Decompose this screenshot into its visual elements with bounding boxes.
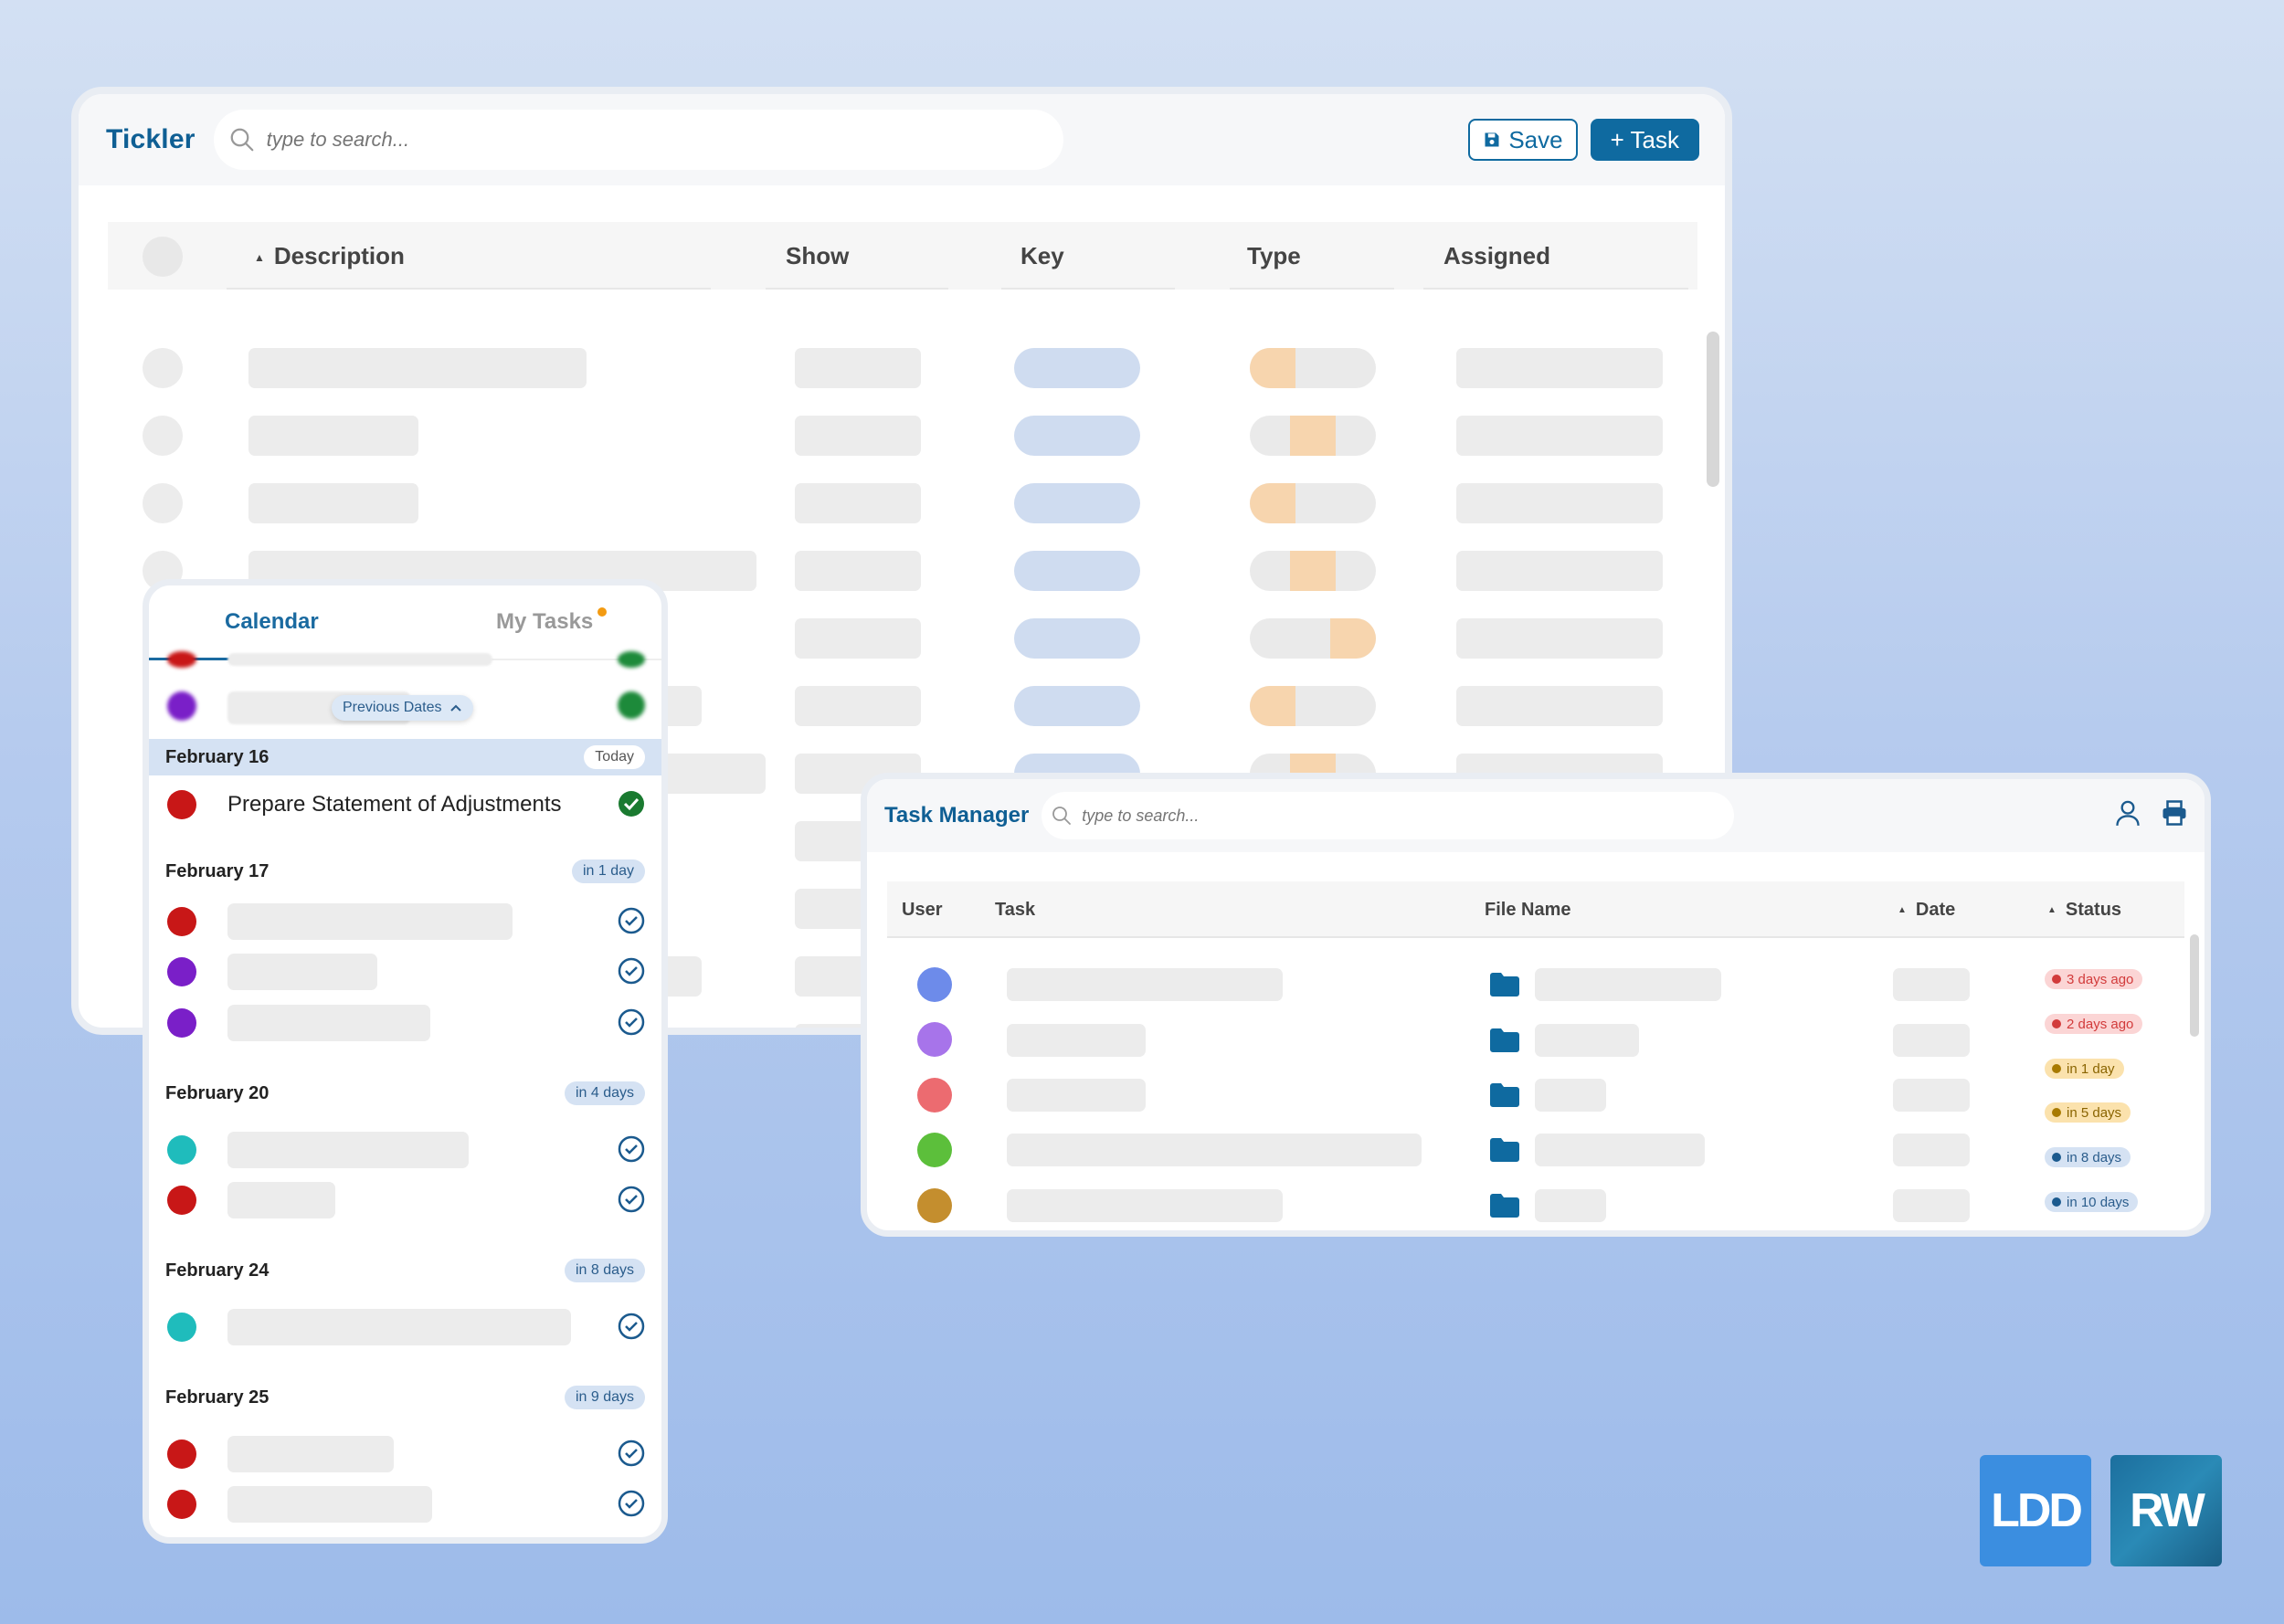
add-task-button-label: + Task	[1610, 125, 1679, 153]
status-badge: in 1 day	[2045, 1059, 2124, 1079]
avatar	[917, 1133, 952, 1167]
avatar	[917, 1078, 952, 1113]
check-circle-icon[interactable]	[618, 907, 645, 934]
column-header-description[interactable]: ▲ Description	[254, 242, 405, 269]
date-label: February 17	[165, 861, 270, 881]
avatar	[917, 967, 952, 1002]
task-manager-title: Task Manager	[884, 803, 1030, 828]
search-icon	[1052, 807, 1072, 825]
calendar-list: Previous Dates February 16 Today Prepare…	[149, 651, 661, 1537]
date-label: February 20	[165, 1083, 270, 1103]
task-manager-table: User Task File Name ▲ Date ▲ Status	[887, 881, 2184, 938]
avatar	[917, 1188, 952, 1223]
check-circle-icon[interactable]	[618, 1135, 645, 1163]
date-header-today	[149, 739, 661, 775]
task-manager-header: Task Manager	[867, 779, 2205, 852]
save-button[interactable]: Save	[1468, 119, 1578, 161]
check-circle-icon[interactable]	[618, 1439, 645, 1467]
tickler-scrollbar[interactable]	[1707, 332, 1719, 487]
select-all-checkbox[interactable]	[143, 237, 183, 277]
column-header-assigned[interactable]: Assigned	[1443, 242, 1551, 269]
sort-icon: ▲	[254, 251, 265, 265]
status-badge: in 8 days	[2045, 1147, 2131, 1167]
status-badge: 3 days ago	[2045, 969, 2143, 989]
check-circle-icon[interactable]	[618, 1008, 645, 1036]
status-badge: 2 days ago	[2045, 1014, 2143, 1034]
sort-icon: ▲	[1898, 905, 1907, 916]
relative-date-badge: in 4 days	[564, 1081, 645, 1105]
save-icon	[1485, 132, 1499, 147]
task-table-header: User Task File Name ▲ Date ▲ Status	[887, 881, 2184, 938]
status-badge: in 10 days	[2045, 1192, 2139, 1212]
check-circle-icon[interactable]	[618, 1186, 645, 1213]
status-badge: in 5 days	[2045, 1102, 2131, 1123]
column-header-show[interactable]: Show	[786, 242, 850, 269]
column-header-user[interactable]: User	[902, 900, 943, 920]
folder-icon	[1490, 1028, 1519, 1052]
sort-icon: ▲	[2047, 905, 2057, 916]
relative-date-badge: in 1 day	[571, 859, 645, 883]
date-label: February 25	[165, 1387, 270, 1408]
relative-date-badge: in 8 days	[564, 1259, 645, 1282]
tickler-table-header: ▲ Description Show Key Type Assigned	[108, 222, 1697, 290]
search-icon	[230, 128, 253, 152]
tab-my-tasks[interactable]: My Tasks	[496, 609, 594, 634]
column-header-type[interactable]: Type	[1247, 242, 1301, 269]
chevron-up-icon	[449, 704, 461, 712]
column-header-status[interactable]: ▲ Status	[2047, 900, 2122, 920]
save-button-label: Save	[1508, 125, 1563, 153]
relative-date-badge: Today	[584, 745, 645, 769]
check-circle-icon[interactable]	[618, 957, 645, 985]
tickler-search-box[interactable]	[213, 110, 1063, 170]
notification-dot	[597, 607, 607, 617]
task-manager-window: Task Manager User Task File Name ▲Date ▲…	[861, 773, 2211, 1237]
date-label: February 24	[165, 1260, 270, 1281]
folder-icon	[1490, 1138, 1519, 1162]
ldd-logo: LDD	[1980, 1455, 2091, 1566]
previous-dates-label: Previous Dates	[343, 700, 442, 715]
folder-icon	[1490, 973, 1519, 997]
event-color-dot	[167, 790, 196, 819]
avatar	[917, 1022, 952, 1057]
relative-date-badge: in 9 days	[564, 1386, 645, 1409]
tickler-header: Tickler Save + Task	[79, 94, 1725, 185]
calendar-panel: Calendar My Tasks Previous Dates Februar…	[143, 579, 668, 1544]
check-circle-icon[interactable]	[618, 1490, 645, 1517]
task-manager-search-input[interactable]	[1082, 806, 1704, 826]
add-task-button[interactable]: + Task	[1590, 119, 1699, 161]
tickler-title: Tickler	[106, 124, 196, 154]
date-label: February 16	[165, 747, 270, 767]
column-header-key[interactable]: Key	[1020, 242, 1064, 269]
calendar-tabs: Calendar My Tasks	[149, 585, 661, 660]
tickler-window: Tickler Save + Task ▲Description Show Ke…	[71, 87, 1732, 1035]
tickler-table: ▲ Description Show Key Type Assigned	[108, 222, 1697, 1028]
folder-icon	[1490, 1194, 1519, 1218]
column-header-task[interactable]: Task	[995, 900, 1036, 920]
folder-icon	[1490, 1083, 1519, 1107]
column-header-date[interactable]: ▲ Date	[1898, 900, 1956, 920]
event-title: Prepare Statement of Adjustments	[227, 792, 562, 817]
user-icon[interactable]	[2115, 799, 2141, 827]
column-header-file-name[interactable]: File Name	[1485, 900, 1571, 920]
tab-calendar[interactable]: Calendar	[225, 609, 319, 634]
completed-check-icon[interactable]	[618, 790, 645, 817]
previous-dates-button[interactable]: Previous Dates	[332, 695, 473, 721]
check-circle-icon[interactable]	[618, 1313, 645, 1340]
task-manager-search-box[interactable]	[1042, 792, 1735, 839]
tickler-search-input[interactable]	[266, 128, 1034, 152]
print-icon[interactable]	[2161, 799, 2188, 827]
task-manager-scrollbar[interactable]	[2190, 934, 2199, 1037]
rw-logo: RW	[2110, 1455, 2222, 1566]
